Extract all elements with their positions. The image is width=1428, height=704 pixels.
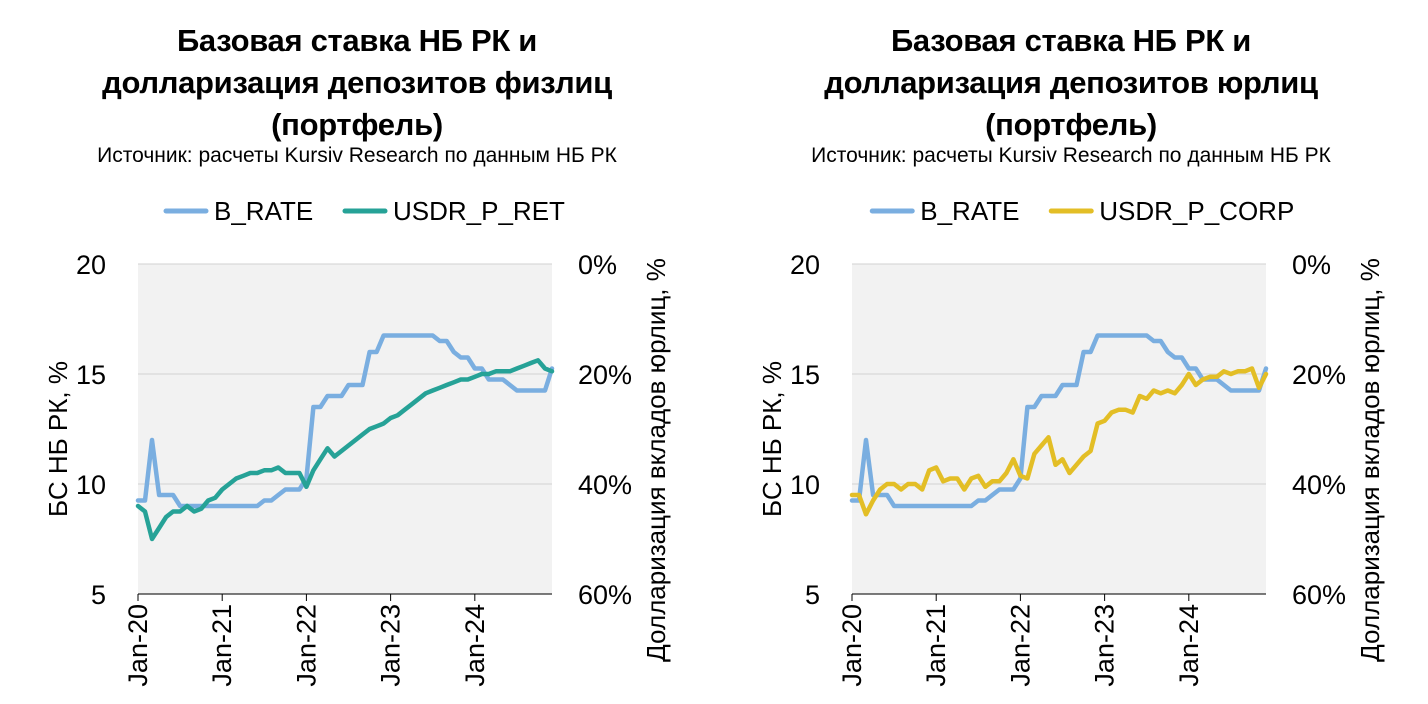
x-tick-label: Jan-24 — [460, 604, 490, 687]
legend-label: B_RATE — [214, 196, 313, 226]
chart-title-line: долларизация депозитов юрлиц — [824, 65, 1318, 100]
chart-title: Базовая ставка НБ РК и долларизация депо… — [714, 20, 1428, 146]
y-axis-title: БС НБ РК, % — [43, 361, 73, 517]
chart-title-line: Базовая ставка НБ РК и — [890, 23, 1252, 58]
series-line-usdr-p-ret — [135, 358, 555, 542]
y2-tick-label: 0% — [578, 250, 617, 280]
y2-tick-label: 60% — [578, 580, 632, 610]
legend-label: USDR_P_RET — [393, 196, 565, 226]
x-tick-label: Jan-21 — [921, 604, 951, 687]
chart-svg: 20 15 10 5 0% 20% 40% 60% Jan-20 Jan-21 Jan-22 Jan-… — [757, 196, 1385, 687]
chart-panel-corporate: Базовая ставка НБ РК и долларизация депо… — [714, 0, 1428, 704]
chart-source: Источник: расчеты Kursiv Research по дан… — [811, 144, 1331, 167]
x-tick-label: Jan-22 — [291, 604, 321, 687]
y2-axis-title: Долларизация вкладов юрлиц, % — [641, 258, 671, 662]
chart-title-line: (портфель) — [985, 107, 1157, 142]
chart-panel-physical: Базовая ставка НБ РК и долларизация депо… — [0, 20, 714, 687]
chart-svg: 20 15 10 5 0% 20% 40% 60% Jan-20 Jan-21 Jan-22 Jan-… — [43, 196, 671, 687]
y-tick-label: 10 — [76, 470, 106, 500]
y-tick-label: 20 — [76, 250, 106, 280]
y-tick-label: 5 — [91, 580, 106, 610]
y2-tick-label: 40% — [1292, 470, 1346, 500]
x-tick-label: Jan-23 — [376, 604, 406, 687]
x-tick-label: Jan-22 — [1005, 604, 1035, 687]
x-tick-label: Jan-20 — [837, 604, 867, 687]
y-tick-label: 15 — [790, 360, 820, 390]
x-tick-label: Jan-20 — [123, 604, 153, 687]
y-tick-label: 20 — [790, 250, 820, 280]
x-tick-label: Jan-21 — [207, 604, 237, 687]
y2-tick-label: 40% — [578, 470, 632, 500]
plot-area — [138, 264, 552, 594]
y2-tick-label: 0% — [1292, 250, 1331, 280]
y-axis-title: БС НБ РК, % — [757, 361, 787, 517]
chart-source: Источник: расчеты Kursiv Research по дан… — [97, 144, 617, 167]
series-line-usdr-p-corp — [849, 366, 1269, 517]
chart-title-line: (портфель) — [271, 107, 443, 142]
x-tick-label: Jan-23 — [1090, 604, 1120, 687]
chart-title-line: долларизация депозитов физлиц — [102, 65, 612, 100]
y-tick-label: 15 — [76, 360, 106, 390]
legend-label: USDR_P_CORP — [1099, 196, 1294, 226]
y2-tick-label: 60% — [1292, 580, 1346, 610]
legend-label: B_RATE — [920, 196, 1019, 226]
y-tick-label: 5 — [805, 580, 820, 610]
series-line-b-rate — [135, 333, 555, 509]
chart-title-line: Базовая ставка НБ РК и — [176, 23, 538, 58]
y2-tick-label: 20% — [578, 360, 632, 390]
x-tick-label: Jan-24 — [1174, 604, 1204, 687]
y2-tick-label: 20% — [1292, 360, 1346, 390]
series-line-b-rate — [849, 333, 1269, 509]
y-tick-label: 10 — [790, 470, 820, 500]
y2-axis-title: Долларизация вкладов юрлиц, % — [1355, 258, 1385, 662]
plot-area — [852, 264, 1266, 594]
chart-title: Базовая ставка НБ РК и долларизация депо… — [0, 20, 714, 146]
